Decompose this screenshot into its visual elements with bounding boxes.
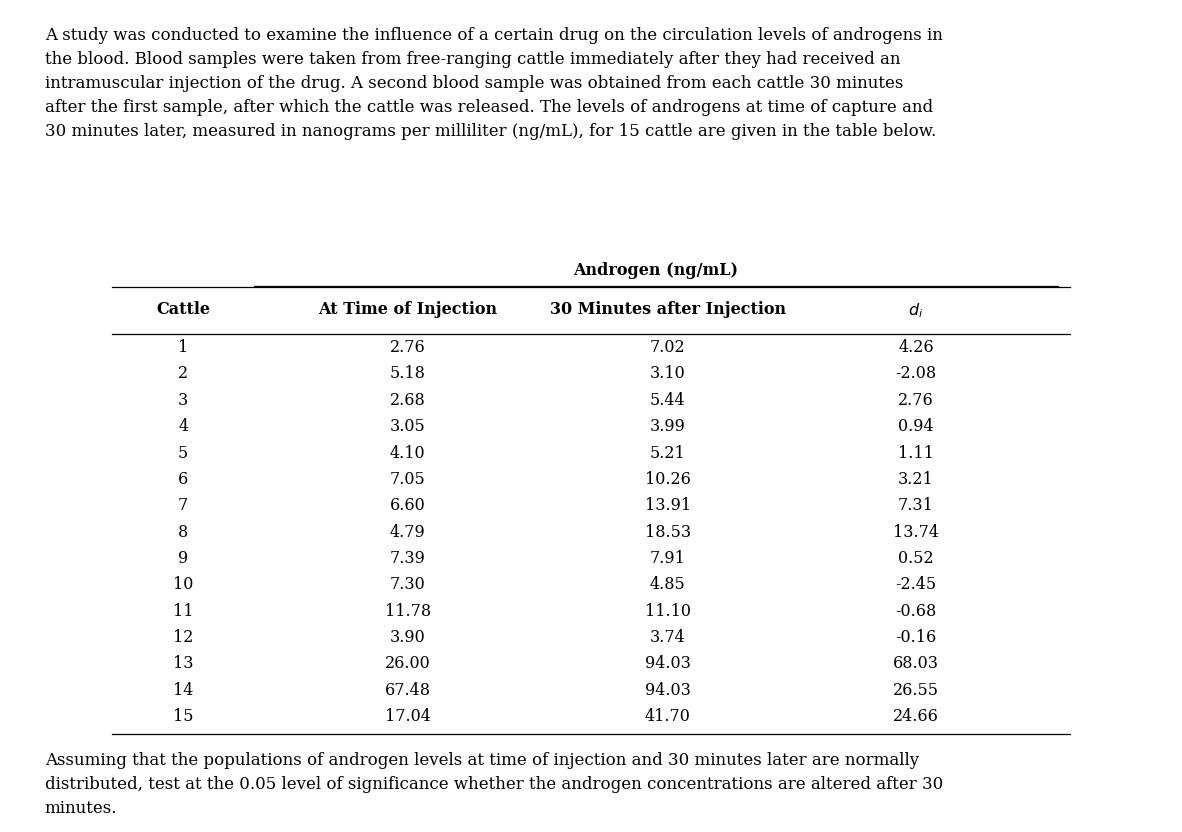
Text: 5: 5 <box>178 444 188 462</box>
Text: 7.91: 7.91 <box>650 550 686 567</box>
Text: 1.11: 1.11 <box>898 444 934 462</box>
Text: 13: 13 <box>173 656 194 672</box>
Text: 26.00: 26.00 <box>385 656 430 672</box>
Text: 11.10: 11.10 <box>645 602 690 620</box>
Text: -0.16: -0.16 <box>896 629 936 646</box>
Text: -2.08: -2.08 <box>896 365 936 383</box>
Text: 10.26: 10.26 <box>645 471 690 488</box>
Text: 7: 7 <box>178 498 188 514</box>
Text: 94.03: 94.03 <box>645 656 690 672</box>
Text: 7.39: 7.39 <box>390 550 426 567</box>
Text: 68.03: 68.03 <box>894 656 939 672</box>
Text: 41.70: 41.70 <box>645 708 690 725</box>
Text: 7.02: 7.02 <box>650 339 686 356</box>
Text: 2.76: 2.76 <box>898 392 934 409</box>
Text: 3.05: 3.05 <box>390 418 426 435</box>
Text: 14: 14 <box>173 681 194 699</box>
Text: 5.44: 5.44 <box>650 392 686 409</box>
Text: 7.30: 7.30 <box>390 577 426 593</box>
Text: 2: 2 <box>178 365 188 383</box>
Text: 1: 1 <box>178 339 188 356</box>
Text: 94.03: 94.03 <box>645 681 690 699</box>
Text: 11.78: 11.78 <box>384 602 431 620</box>
Text: 3: 3 <box>178 392 188 409</box>
Text: 17.04: 17.04 <box>385 708 430 725</box>
Text: 30 Minutes after Injection: 30 Minutes after Injection <box>550 301 786 318</box>
Text: -0.68: -0.68 <box>896 602 936 620</box>
Text: 3.90: 3.90 <box>390 629 426 646</box>
Text: 11: 11 <box>173 602 194 620</box>
Text: 26.55: 26.55 <box>894 681 939 699</box>
Text: 4: 4 <box>178 418 188 435</box>
Text: 4.26: 4.26 <box>898 339 934 356</box>
Text: 8: 8 <box>178 523 188 541</box>
Text: 24.66: 24.66 <box>894 708 939 725</box>
Text: 13.91: 13.91 <box>644 498 691 514</box>
Text: 3.10: 3.10 <box>650 365 686 383</box>
Text: 0.94: 0.94 <box>898 418 934 435</box>
Text: 7.31: 7.31 <box>898 498 934 514</box>
Text: 4.79: 4.79 <box>390 523 426 541</box>
Text: $\boldsymbol{d_i}$: $\boldsymbol{d_i}$ <box>909 301 923 319</box>
Text: 15: 15 <box>173 708 194 725</box>
Text: 12: 12 <box>173 629 194 646</box>
Text: 3.21: 3.21 <box>898 471 934 488</box>
Text: 7.05: 7.05 <box>390 471 426 488</box>
Text: A study was conducted to examine the influence of a certain drug on the circulat: A study was conducted to examine the inf… <box>45 27 943 141</box>
Text: 2.76: 2.76 <box>390 339 426 356</box>
Text: 9: 9 <box>178 550 188 567</box>
Text: 10: 10 <box>173 577 194 593</box>
Text: 4.85: 4.85 <box>650 577 686 593</box>
Text: 4.10: 4.10 <box>390 444 426 462</box>
Text: 13.74: 13.74 <box>894 523 939 541</box>
Text: -2.45: -2.45 <box>896 577 936 593</box>
Text: At Time of Injection: At Time of Injection <box>318 301 498 318</box>
Text: 67.48: 67.48 <box>385 681 430 699</box>
Text: 3.99: 3.99 <box>650 418 686 435</box>
Text: 5.21: 5.21 <box>650 444 686 462</box>
Text: Cattle: Cattle <box>156 301 210 318</box>
Text: 18.53: 18.53 <box>644 523 691 541</box>
Text: Androgen (ng/mL): Androgen (ng/mL) <box>573 262 739 279</box>
Text: 3.74: 3.74 <box>650 629 686 646</box>
Text: 6: 6 <box>178 471 188 488</box>
Text: Assuming that the populations of androgen levels at time of injection and 30 min: Assuming that the populations of androge… <box>45 752 943 817</box>
Text: 6.60: 6.60 <box>390 498 426 514</box>
Text: 0.52: 0.52 <box>898 550 934 567</box>
Text: 2.68: 2.68 <box>390 392 426 409</box>
Text: 5.18: 5.18 <box>390 365 426 383</box>
